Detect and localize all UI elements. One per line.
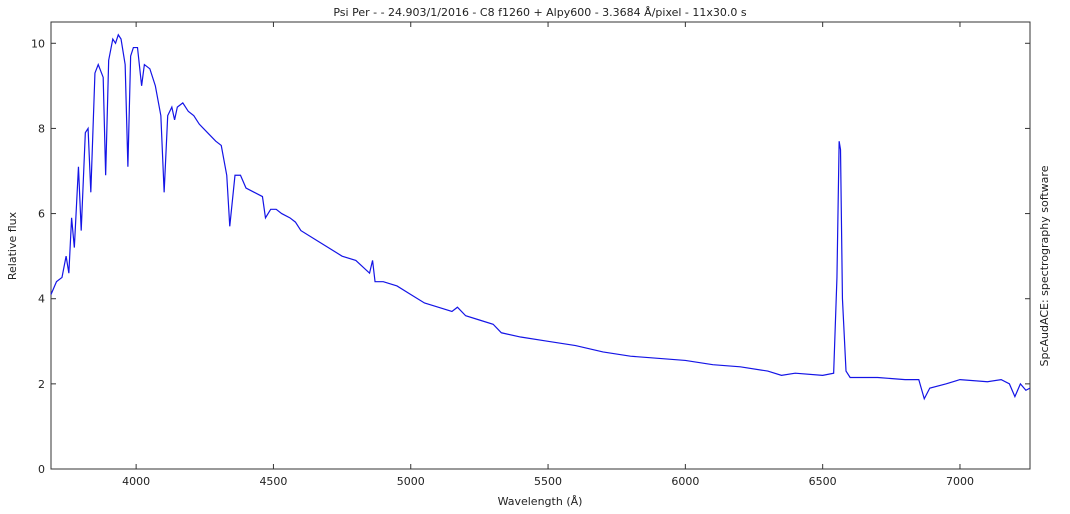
x-tick-label: 5500 xyxy=(534,475,562,488)
x-tick-label: 4000 xyxy=(122,475,150,488)
y-tick-label: 0 xyxy=(38,463,45,476)
y-tick-label: 8 xyxy=(38,122,45,135)
chart-title: Psi Per - - 24.903/1/2016 - C8 f1260 + A… xyxy=(333,6,747,19)
x-tick-label: 4500 xyxy=(259,475,287,488)
plot-frame xyxy=(50,21,1031,470)
x-tick-label: 5000 xyxy=(397,475,425,488)
y-tick-label: 6 xyxy=(38,208,45,221)
x-tick-label: 6500 xyxy=(809,475,837,488)
y-tick-label: 4 xyxy=(38,293,45,306)
y-tick-label: 2 xyxy=(38,378,45,391)
spectrum-line xyxy=(50,33,1031,401)
x-axis-label: Wavelength (Å) xyxy=(498,495,583,508)
x-tick-label: 7000 xyxy=(946,475,974,488)
y-tick-label: 10 xyxy=(31,37,45,50)
side-note: SpcAudACE: spectrography software xyxy=(1038,165,1051,366)
y-axis-label: Relative flux xyxy=(6,211,19,280)
x-tick-label: 6000 xyxy=(671,475,699,488)
